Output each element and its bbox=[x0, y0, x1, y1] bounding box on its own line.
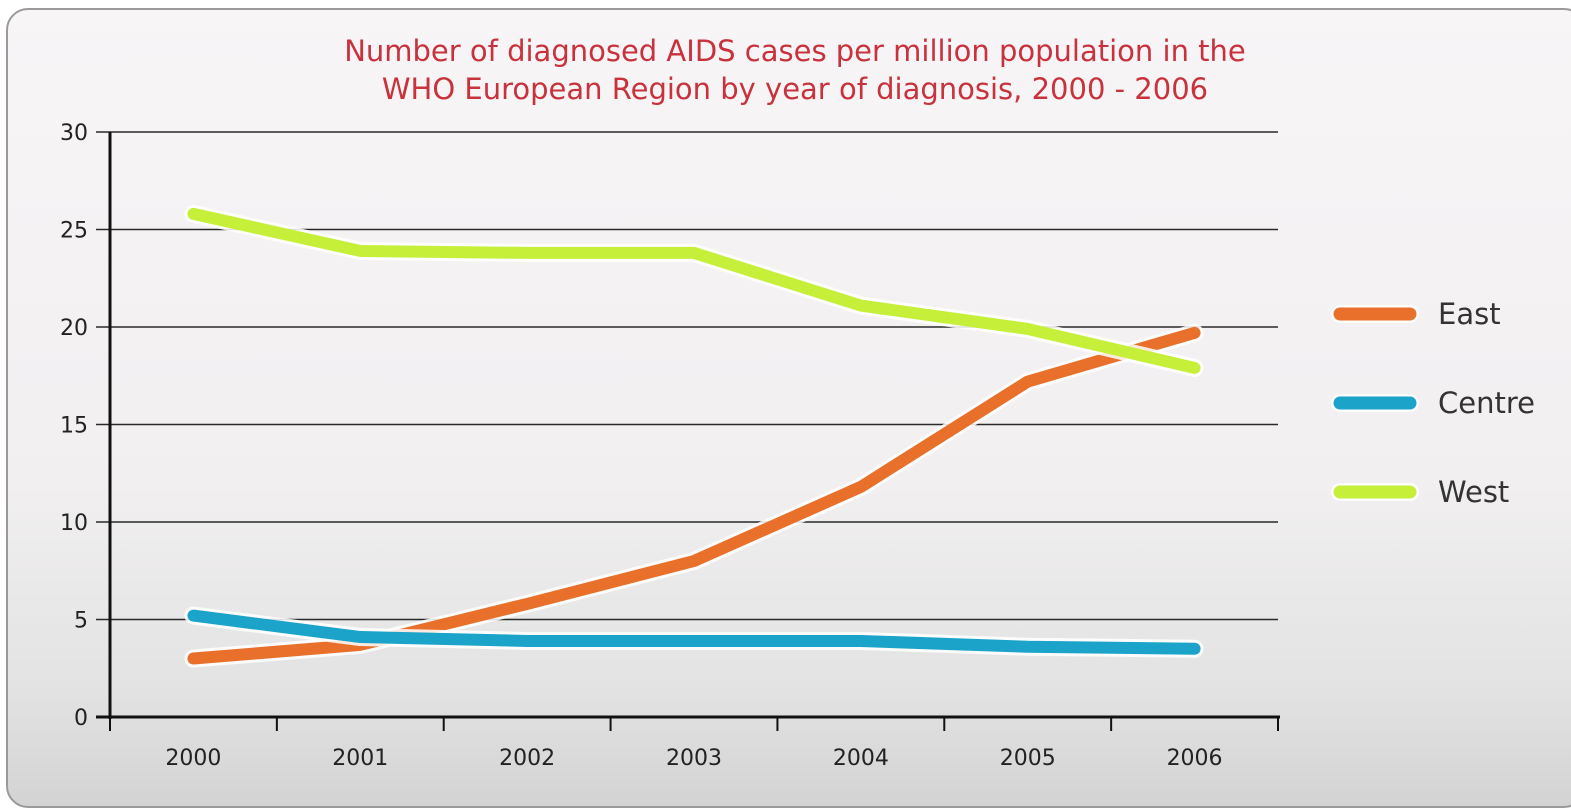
y-tick-label-20: 20 bbox=[60, 316, 88, 341]
chart-title-line-2: WHO European Region by year of diagnosis… bbox=[381, 72, 1209, 106]
legend-label-east: East bbox=[1438, 297, 1501, 331]
y-tick-label-25: 25 bbox=[60, 219, 88, 244]
y-tick-label-10: 10 bbox=[60, 511, 88, 536]
series-lines bbox=[184, 204, 1204, 668]
series-line-east bbox=[187, 326, 1201, 665]
x-tick-label-2000: 2000 bbox=[165, 746, 221, 771]
gridlines bbox=[96, 131, 1278, 621]
legend-label-west: West bbox=[1438, 475, 1509, 509]
y-tick-label-30: 30 bbox=[60, 121, 88, 146]
y-tick-label-5: 5 bbox=[74, 609, 88, 634]
x-tick-label-2006: 2006 bbox=[1167, 746, 1223, 771]
chart-panel bbox=[6, 8, 1571, 808]
series-halo-west bbox=[184, 204, 1204, 377]
x-tick-label-2004: 2004 bbox=[833, 746, 889, 771]
y-tick-label-15: 15 bbox=[60, 414, 88, 439]
x-tick-label-2003: 2003 bbox=[666, 746, 722, 771]
x-tick-label-2005: 2005 bbox=[1000, 746, 1056, 771]
axes: 0 5 10 15 20 25 30 2000 2001 2002 2003 2004 2005 2006 bbox=[60, 121, 1280, 771]
legend-label-centre: Centre bbox=[1438, 386, 1535, 420]
y-tick-label-0: 0 bbox=[74, 706, 88, 731]
x-tick-label-2001: 2001 bbox=[332, 746, 388, 771]
x-tick-label-2002: 2002 bbox=[499, 746, 555, 771]
chart-title-line-1: Number of diagnosed AIDS cases per milli… bbox=[344, 34, 1246, 68]
legend: East Centre West bbox=[1331, 297, 1535, 509]
series-line-west bbox=[187, 207, 1201, 374]
chart-title: Number of diagnosed AIDS cases per milli… bbox=[290, 32, 1300, 108]
series-line-centre bbox=[187, 609, 1201, 655]
